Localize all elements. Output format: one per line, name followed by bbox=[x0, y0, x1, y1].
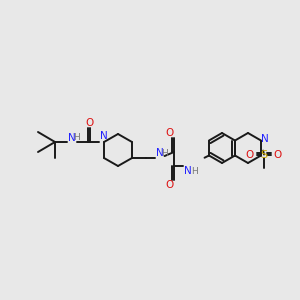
Text: N: N bbox=[261, 134, 269, 145]
Text: O: O bbox=[166, 180, 174, 190]
Text: N: N bbox=[184, 166, 192, 176]
Text: H: H bbox=[162, 148, 168, 158]
Text: N: N bbox=[100, 131, 108, 141]
Text: N: N bbox=[68, 133, 76, 143]
Text: O: O bbox=[246, 149, 254, 160]
Text: O: O bbox=[274, 149, 282, 160]
Text: H: H bbox=[190, 167, 197, 176]
Text: S: S bbox=[260, 149, 268, 160]
Text: H: H bbox=[74, 134, 80, 142]
Text: O: O bbox=[85, 118, 93, 128]
Text: N: N bbox=[156, 148, 164, 158]
Text: O: O bbox=[166, 128, 174, 138]
